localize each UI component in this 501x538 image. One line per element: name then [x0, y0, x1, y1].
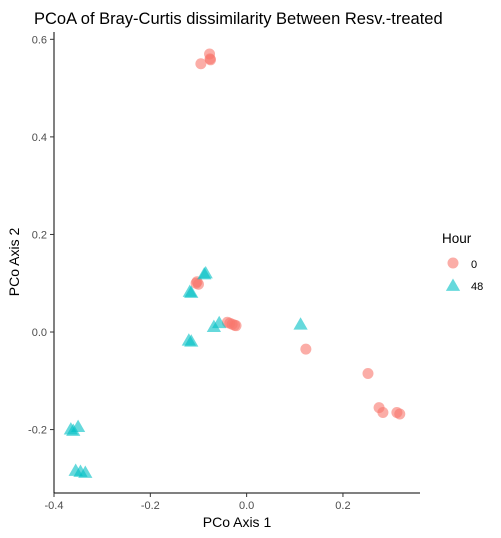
point-hour-48	[184, 285, 199, 298]
legend-title: Hour	[442, 231, 472, 246]
x-tick-label: 0.2	[335, 500, 350, 512]
y-tick-label: 0.2	[32, 229, 47, 241]
legend-key-0	[447, 257, 459, 269]
plot-title: PCoA of Bray-Curtis dissimilarity Betwee…	[34, 10, 443, 28]
x-tick-label: -0.4	[45, 500, 64, 512]
point-hour-0	[204, 53, 216, 65]
point-hour-48	[197, 266, 212, 280]
legend-label-48: 48	[471, 281, 483, 293]
y-tick-label: -0.2	[28, 425, 47, 437]
point-hour-48	[184, 334, 199, 347]
point-hour-0	[230, 320, 242, 332]
plot-area: -0.4 -0.2 0.0 0.2 -0.2 0.0 0.2 0.4 0.6	[28, 32, 420, 512]
legend: Hour 0 48	[442, 231, 483, 293]
point-hour-48	[206, 319, 222, 333]
point-hour-0	[362, 367, 374, 379]
y-tick-label: 0.4	[32, 132, 47, 144]
legend-key-48	[445, 278, 461, 291]
x-tick-label: -0.2	[141, 500, 160, 512]
point-hour-48	[66, 423, 81, 436]
y-axis-title: PCo Axis 2	[6, 228, 22, 297]
legend-keys	[445, 257, 461, 291]
point-hour-0	[300, 343, 312, 355]
point-hour-0	[195, 58, 207, 70]
point-hour-48	[293, 317, 308, 330]
y-tick-label: 0.0	[32, 327, 47, 339]
legend-label-0: 0	[471, 259, 477, 271]
point-hour-0	[394, 408, 406, 420]
data-points	[63, 48, 406, 478]
point-hour-48	[78, 465, 93, 478]
y-tick-label: 0.6	[32, 34, 47, 46]
x-axis-title: PCo Axis 1	[203, 514, 272, 530]
x-tick-label: 0.0	[239, 500, 254, 512]
point-hour-0	[377, 407, 389, 419]
axis-ticks: -0.4 -0.2 0.0 0.2 -0.2 0.0 0.2 0.4 0.6	[28, 34, 351, 512]
